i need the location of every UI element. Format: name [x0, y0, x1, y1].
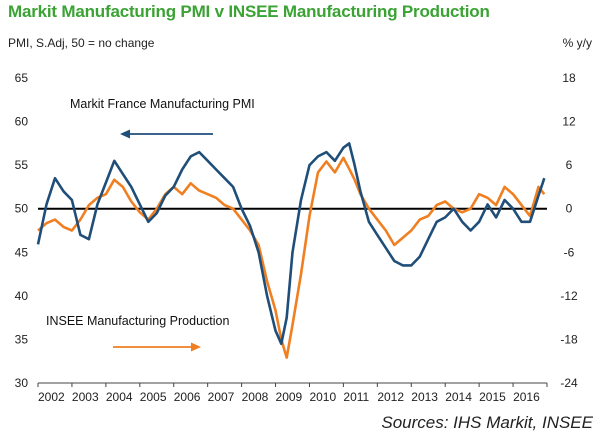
- insee-arrow-head: [191, 342, 201, 352]
- pmi-arrow-head: [120, 129, 130, 139]
- x-tick-label: 2004: [106, 390, 133, 404]
- right-tick-label: -18: [560, 332, 578, 346]
- x-tick-label: 2006: [174, 390, 201, 404]
- x-tick-label: 2010: [309, 390, 336, 404]
- right-tick-label: -12: [560, 289, 578, 303]
- x-tick-label: 2011: [343, 390, 369, 404]
- left-tick-label: 35: [15, 332, 29, 346]
- x-tick-label: 2012: [377, 390, 404, 404]
- x-tick-label: 2009: [276, 390, 303, 404]
- x-tick-label: 2007: [208, 390, 235, 404]
- x-tick-label: 2015: [479, 390, 506, 404]
- left-tick-label: 30: [15, 376, 29, 390]
- right-tick-label: -24: [560, 376, 578, 390]
- right-tick-label: -6: [564, 245, 575, 259]
- x-tick-label: 2002: [38, 390, 65, 404]
- left-tick-label: 45: [15, 245, 29, 259]
- left-tick-label: 40: [15, 289, 29, 303]
- chart-title: Markit Manufacturing PMI v INSEE Manufac…: [8, 2, 490, 21]
- x-tick-label: 2003: [72, 390, 99, 404]
- right-tick-label: 18: [562, 71, 576, 85]
- x-tick-label: 2008: [242, 390, 269, 404]
- right-tick-label: 12: [562, 115, 576, 129]
- x-tick-label: 2014: [445, 390, 472, 404]
- insee-series-line: [37, 156, 546, 359]
- left-tick-label: 60: [15, 115, 29, 129]
- left-tick-label: 50: [15, 202, 29, 216]
- left-tick-label: 55: [15, 158, 29, 172]
- x-tick-label: 2016: [513, 390, 540, 404]
- x-tick-label: 2005: [140, 390, 167, 404]
- x-tick-label: 2013: [411, 390, 438, 404]
- left-tick-label: 65: [15, 71, 29, 85]
- right-tick-label: 6: [566, 158, 573, 172]
- source-note: Sources: IHS Markit, INSEE: [381, 413, 593, 432]
- left-axis-title: PMI, S.Adj, 50 = no change: [8, 36, 155, 50]
- right-axis-title: % y/y: [563, 36, 592, 50]
- insee-annotation-label: INSEE Manufacturing Production: [46, 314, 229, 328]
- right-tick-label: 0: [566, 202, 573, 216]
- pmi-series-line: [36, 142, 546, 346]
- pmi-annotation-label: Markit France Manufacturing PMI: [70, 97, 255, 111]
